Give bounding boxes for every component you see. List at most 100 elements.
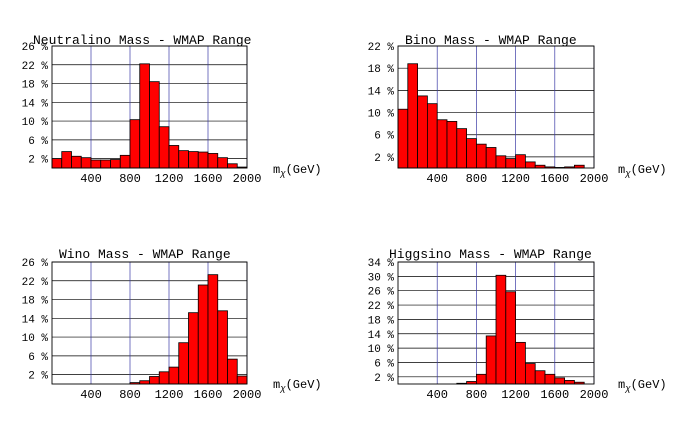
chart-0-bar-5 [100, 159, 111, 169]
chart-1-xaxis-label-unit: (GeV) [631, 163, 667, 177]
chart-2-plot-frame [51, 261, 248, 385]
chart-3-bar-16 [554, 377, 565, 385]
chart-0-ytick-label-4: 18 % [22, 80, 49, 92]
chart-3-ytick-label-1: 6 % [374, 358, 394, 370]
chart-1-ytick-label-0: 2 % [374, 153, 394, 165]
chart-2-ytick-label-1: 6 % [28, 352, 48, 364]
chart-3-xtick-label-0: 400 [426, 388, 448, 402]
chart-0-ytick-label-6: 26 % [22, 42, 49, 54]
chart-1-ytick-label-1: 6 % [374, 131, 394, 143]
chart-1-plot-frame [397, 45, 595, 169]
chart-0-bar-9 [139, 63, 150, 169]
chart-0-bar-4 [90, 159, 102, 169]
chart-1-bar-0 [397, 108, 409, 169]
chart-0-xaxis-label-main: m [273, 163, 280, 177]
chart-0-bar-0 [51, 158, 63, 169]
chart-2-bar-16 [207, 274, 219, 385]
chart-2-ytick-label-3: 14 % [22, 314, 49, 326]
chart-1-xtick-label-2: 1200 [501, 172, 530, 186]
chart-1-bar-10 [495, 155, 507, 169]
chart-2-bar-15 [197, 284, 209, 385]
chart-0-bar-10 [149, 81, 160, 169]
wino-mass-panel: 2 % 6 % 10 % 14 % 18 % 22 % 26 % 400 800 1200 1600… [22, 247, 322, 402]
chart-0-xaxis-label-unit: (GeV) [286, 163, 322, 177]
bino-mass-panel: 2 % 6 % 10 % 14 % 18 % 22 % 400 800 1200 1600 2000… [368, 33, 667, 186]
chart-3-bar-10 [495, 274, 507, 385]
chart-3-ytick-label-4: 18 % [368, 315, 395, 327]
chart-0-ytick-label-2: 10 % [22, 117, 49, 129]
chart-1-ytick-label-4: 18 % [368, 64, 395, 76]
chart-1-bar-12 [515, 154, 526, 169]
higgsino-mass-panel: 2 % 6 % 10 % 14 % 18 % 22 % 26 % 30 % 34 % 400 800… [368, 247, 667, 402]
chart-0-bar-18 [227, 163, 238, 169]
chart-1-xaxis-label-sub: χ [624, 169, 631, 179]
chart-3-bar-8 [475, 373, 487, 385]
chart-3-xaxis-label: mχ(GeV) [618, 378, 667, 394]
chart-0-bar-15 [197, 151, 209, 169]
chart-0-xtick-label-0: 400 [80, 172, 102, 186]
chart-0-xtick-label-1: 800 [119, 172, 141, 186]
chart-2-xaxis-label: mχ(GeV) [273, 378, 322, 394]
chart-1-ytick-label-2: 10 % [368, 109, 395, 121]
chart-0-bar-11 [158, 126, 170, 169]
neutralino-mass-panel: 2 % 6 % 10 % 14 % 18 % 22 % 26 % 400 800 1200 1600… [22, 33, 322, 186]
chart-2-xaxis-label-sub: χ [279, 384, 286, 394]
chart-0-ytick-label-1: 6 % [28, 136, 48, 148]
chart-3-bar-14 [534, 370, 546, 385]
chart-1-bar-7 [466, 138, 477, 169]
chart-3-ytick-label-8: 34 % [368, 258, 395, 270]
chart-2-bar-18 [227, 358, 238, 385]
chart-0-xtick-label-2: 1200 [155, 172, 184, 186]
chart-0-xtick-label-4: 2000 [233, 172, 262, 186]
chart-2-xaxis-label-unit: (GeV) [286, 378, 322, 392]
chart-2-bar-13 [178, 342, 189, 385]
chart-0-xaxis-label-sub: χ [279, 169, 286, 179]
chart-1-bar-2 [417, 95, 428, 169]
chart-1-ytick-label-3: 14 % [368, 86, 395, 98]
chart-2-xtick-label-0: 400 [80, 388, 102, 402]
chart-2-xtick-label-1: 800 [119, 388, 141, 402]
chart-2-ytick-label-5: 22 % [22, 277, 49, 289]
chart-0-xaxis-label: mχ(GeV) [273, 163, 322, 179]
chart-0-plot-frame [51, 45, 248, 169]
chart-3-bar-11 [505, 291, 516, 385]
chart-1-bar-11 [505, 158, 516, 169]
chart-3-plot-frame [397, 261, 595, 385]
chart-0-bar-2 [71, 155, 82, 169]
chart-2-bar-19 [236, 375, 248, 385]
chart-3-ytick-label-6: 26 % [368, 287, 395, 299]
chart-2-xaxis-label-main: m [273, 378, 280, 392]
chart-1-bar-6 [456, 128, 467, 169]
chart-0-bar-3 [80, 157, 92, 169]
chart-1-xtick-label-0: 400 [426, 172, 448, 186]
chart-3-ytick-label-5: 22 % [368, 301, 395, 313]
chart-3-ytick-label-7: 30 % [368, 272, 395, 284]
chart-0-bar-7 [119, 154, 131, 169]
chart-0-bar-16 [207, 153, 219, 169]
chart-0-ytick-label-5: 22 % [22, 61, 49, 73]
chart-3-bar-13 [525, 363, 536, 385]
chart-1-xtick-label-4: 2000 [580, 172, 609, 186]
chart-3-bar-12 [515, 341, 526, 385]
chart-0-bar-8 [129, 119, 141, 169]
chart-0-title: Neutralino Mass - WMAP Range [33, 33, 251, 48]
chart-0-bar-6 [110, 159, 121, 169]
chart-3-ytick-label-2: 10 % [368, 344, 395, 356]
chart-1-title: Bino Mass - WMAP Range [405, 33, 577, 48]
chart-2-xtick-label-2: 1200 [155, 388, 184, 402]
chart-0-bar-14 [188, 151, 199, 169]
chart-0-bar-12 [168, 145, 180, 169]
chart-0-ytick-label-0: 2 % [28, 155, 48, 167]
chart-3-bar-17 [564, 380, 575, 385]
chart-0-xtick-label-3: 1600 [194, 172, 223, 186]
chart-3-title: Higgsino Mass - WMAP Range [389, 247, 592, 262]
chart-1-bar-9 [485, 147, 497, 169]
chart-2-bar-9 [139, 380, 150, 385]
chart-1-bar-5 [446, 121, 458, 169]
chart-2-xtick-label-4: 2000 [233, 388, 262, 402]
chart-3-xtick-label-3: 1600 [540, 388, 569, 402]
chart-0-bar-17 [217, 157, 228, 169]
chart-2-ytick-label-0: 2 % [28, 371, 48, 383]
chart-3-ytick-label-0: 2 % [374, 373, 394, 385]
